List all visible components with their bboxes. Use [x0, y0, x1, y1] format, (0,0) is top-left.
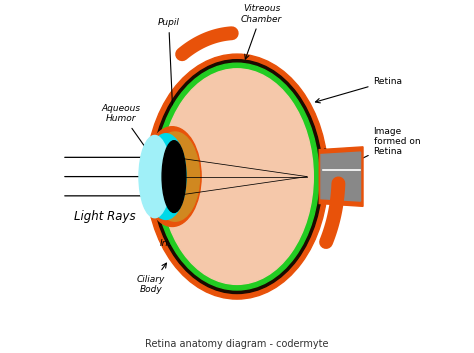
Text: Ciliary
Body: Ciliary Body — [137, 263, 166, 294]
Text: Pupil: Pupil — [158, 18, 180, 136]
Ellipse shape — [161, 69, 313, 285]
Ellipse shape — [162, 141, 186, 213]
Ellipse shape — [152, 60, 322, 293]
Text: Light Rays: Light Rays — [74, 210, 136, 223]
Polygon shape — [319, 147, 363, 207]
Text: Retina anatomy diagram - codermyte: Retina anatomy diagram - codermyte — [145, 340, 329, 349]
Polygon shape — [321, 152, 361, 201]
Ellipse shape — [155, 63, 319, 290]
Text: Iris: Iris — [160, 212, 177, 249]
Text: fovea: fovea — [303, 148, 346, 171]
Text: Retina: Retina — [316, 77, 402, 103]
Ellipse shape — [146, 134, 186, 220]
Ellipse shape — [151, 132, 200, 221]
Text: Aqueous
Humor: Aqueous Humor — [102, 104, 159, 166]
Ellipse shape — [146, 54, 328, 299]
Ellipse shape — [139, 136, 171, 218]
Text: Vitreous
Chamber: Vitreous Chamber — [241, 4, 282, 59]
Ellipse shape — [143, 127, 201, 227]
Text: Image
formed on
Retina: Image formed on Retina — [321, 127, 420, 178]
Text: Cornea: Cornea — [154, 98, 206, 140]
